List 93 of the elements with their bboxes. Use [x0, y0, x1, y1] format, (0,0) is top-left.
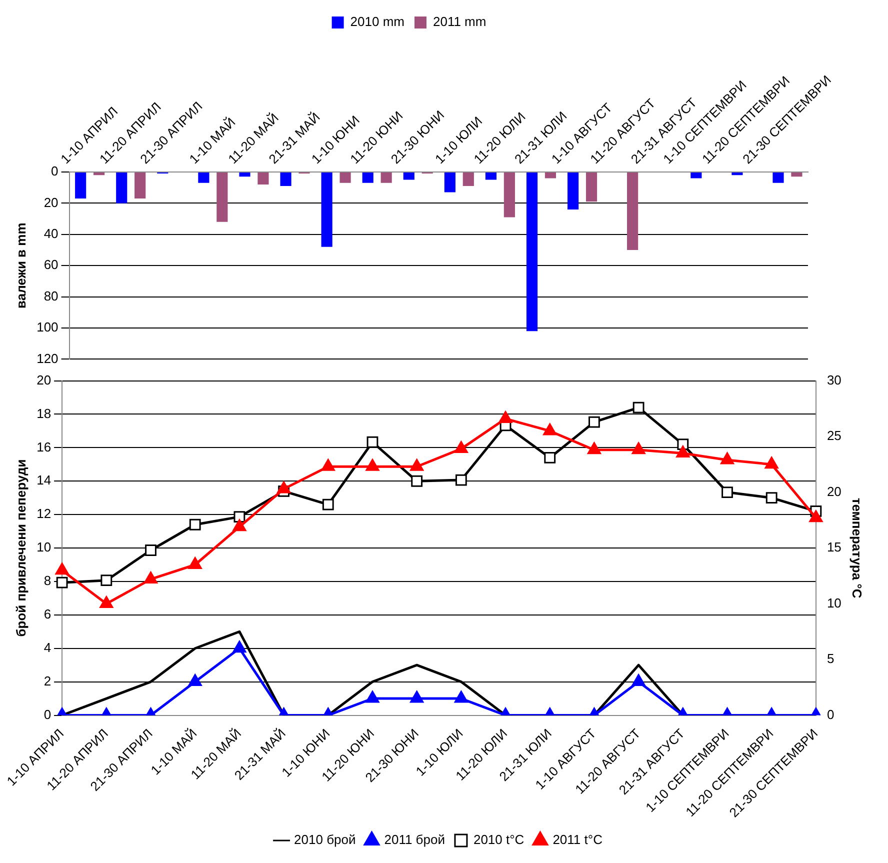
point: [145, 544, 156, 556]
point: [234, 511, 246, 523]
point: [322, 498, 334, 510]
y2-axis-title: температура °C: [850, 498, 865, 599]
point: [366, 458, 380, 471]
bar: [544, 172, 556, 178]
point: [276, 481, 291, 494]
y-tick-label: 0: [51, 164, 58, 179]
point: [809, 510, 823, 522]
y-tick-label: 16: [36, 439, 52, 454]
point: [188, 557, 202, 569]
point: [455, 474, 467, 486]
bar: [380, 172, 392, 183]
bar: [340, 172, 351, 183]
bar: [116, 172, 128, 204]
point: [55, 562, 69, 575]
y-tick-label: 8: [44, 573, 52, 588]
y-tick-label: 4: [44, 640, 52, 655]
y-tick-label: 80: [44, 288, 58, 304]
point: [766, 492, 778, 504]
y-tick-label: 40: [44, 226, 58, 241]
y-tick-label: 10: [36, 540, 52, 555]
legend-label: 2011 t°C: [552, 832, 602, 848]
y-tick-label: 14: [36, 472, 52, 488]
y2-tick-label: 15: [826, 540, 842, 555]
point: [498, 410, 512, 423]
point: [588, 416, 600, 428]
point: [720, 452, 734, 464]
point: [632, 402, 644, 414]
y2-tick-label: 10: [826, 595, 842, 610]
bar: [627, 172, 638, 250]
y2-tick-label: 0: [826, 706, 834, 722]
bar: [732, 172, 743, 176]
bar: [690, 172, 702, 178]
y-tick-label: 0: [44, 706, 52, 722]
point: [632, 442, 646, 454]
point: [100, 574, 112, 586]
y-tick-label: 20: [36, 372, 52, 388]
bar: [526, 172, 538, 332]
point: [411, 475, 423, 487]
bar: [321, 172, 332, 247]
point: [676, 446, 690, 458]
y2-tick-label: 20: [826, 484, 842, 499]
legend-label: 2011 mm: [432, 14, 486, 30]
y-tick-label: 20: [44, 194, 58, 210]
bar: [568, 172, 579, 210]
point: [543, 423, 557, 436]
point: [410, 458, 424, 471]
point: [100, 596, 114, 608]
bar: [403, 172, 414, 180]
bar: [772, 172, 784, 183]
bar: [362, 172, 374, 183]
point: [587, 442, 602, 454]
y-tick-label: 18: [36, 406, 52, 421]
y-tick-label: 60: [44, 257, 58, 272]
y-tick-label: 12: [36, 506, 52, 522]
bar: [134, 172, 146, 199]
point: [56, 576, 68, 588]
point: [544, 452, 556, 464]
y-axis-title: брой привлечени пеперуди: [13, 459, 28, 637]
bar: [791, 172, 802, 177]
bar: [198, 172, 210, 183]
bar: [485, 172, 497, 180]
point: [232, 519, 246, 532]
legend-label: 2010 t°C: [473, 832, 524, 848]
point: [454, 441, 468, 454]
bar: [94, 172, 105, 176]
legend-label: 2011 брой: [384, 832, 445, 848]
bar: [462, 172, 474, 186]
y-tick-label: 120: [36, 350, 58, 366]
point: [189, 518, 201, 530]
y-tick-label: 100: [36, 320, 58, 335]
y2-tick-label: 25: [826, 428, 842, 444]
bar: [216, 172, 228, 222]
point: [366, 436, 378, 448]
legend-label: 2010 брой: [294, 832, 356, 848]
bar: [504, 172, 515, 218]
point: [144, 571, 158, 584]
bar: [444, 172, 456, 192]
y-tick-label: 2: [44, 673, 52, 688]
y-axis-title: валежи в mm: [13, 222, 28, 308]
y2-tick-label: 5: [826, 651, 834, 666]
point: [764, 456, 778, 469]
bar: [75, 172, 86, 199]
legend-label: 2010 mm: [350, 14, 404, 30]
y-tick-label: 6: [44, 606, 52, 622]
y2-tick-label: 30: [826, 372, 842, 388]
point: [321, 458, 335, 471]
bar: [586, 172, 598, 202]
bar: [280, 172, 292, 186]
bar: [239, 172, 250, 177]
point: [722, 486, 733, 498]
bar: [258, 172, 269, 184]
